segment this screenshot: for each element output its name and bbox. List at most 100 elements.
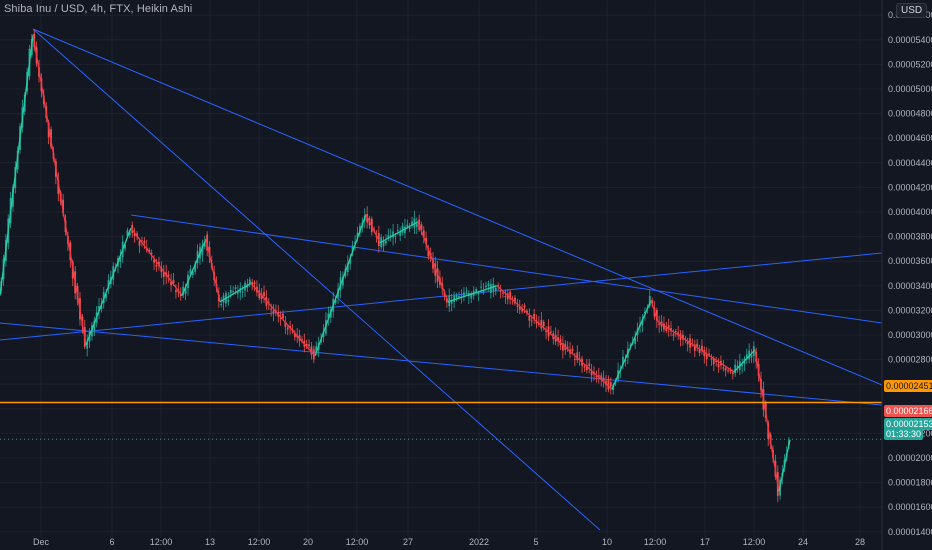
zigzag-down-leg[interactable] — [32, 34, 87, 345]
candle-body — [470, 294, 473, 299]
candle-body — [203, 241, 206, 247]
candle-body — [422, 230, 425, 238]
zigzag-down-leg[interactable] — [417, 221, 449, 303]
candle-body — [460, 296, 463, 298]
zigzag-lines[interactable] — [0, 34, 791, 492]
candle-body — [100, 305, 103, 310]
trendline[interactable] — [130, 214, 883, 324]
candle-body — [241, 291, 244, 293]
candle-body — [542, 321, 545, 327]
candle-body — [160, 267, 163, 273]
zigzag-down-leg[interactable] — [130, 227, 183, 297]
zigzag-down-leg[interactable] — [657, 320, 735, 373]
candle-body — [232, 291, 235, 293]
candle-body — [220, 304, 223, 306]
candle-body — [477, 292, 480, 294]
y-tick-label: 0.00005200 — [888, 59, 932, 69]
zigzag-up-leg[interactable] — [85, 227, 132, 346]
candle-body — [128, 232, 131, 236]
zigzag-down-leg[interactable] — [250, 282, 316, 357]
candle-body — [182, 286, 185, 295]
zigzag-up-leg[interactable] — [611, 300, 652, 390]
candle-body — [425, 237, 427, 244]
zigzag-down-leg[interactable] — [754, 349, 780, 492]
last-price-badge: 0.00002166 — [884, 405, 932, 417]
trendline[interactable] — [0, 252, 883, 341]
candle-body — [389, 235, 392, 237]
candle-body — [696, 343, 699, 347]
trendline[interactable] — [32, 28, 601, 531]
candle-body — [415, 223, 418, 228]
candle-body — [708, 353, 710, 355]
x-tick-label: 12:00 — [743, 537, 766, 547]
zigzag-up-leg[interactable] — [314, 214, 367, 357]
price-axis[interactable]: 0.000056000.000054000.000052000.00005000… — [881, 0, 932, 550]
zigzag-down-leg[interactable] — [205, 238, 221, 302]
candle-body — [583, 366, 586, 368]
candle-body — [126, 230, 129, 237]
trendline[interactable] — [0, 322, 883, 406]
candle-body — [293, 333, 296, 338]
currency-button[interactable]: USD — [896, 3, 928, 18]
chart-title: Shiba Inu / USD, 4h, FTX, Heikin Ashi — [4, 3, 193, 15]
candle-body — [701, 345, 703, 351]
zigzag-up-leg[interactable] — [379, 221, 419, 244]
zigzag-up-leg[interactable] — [181, 238, 207, 296]
candle-body — [658, 323, 661, 325]
time-axis[interactable]: Dec 6 12:00 13 12:00 20 12:00 27 2022 5 10 12:00 17 1… — [33, 537, 865, 547]
candle-body — [170, 281, 172, 286]
x-tick-label: 2022 — [469, 537, 489, 547]
y-tick-label: 0.00005400 — [888, 35, 932, 45]
trendline[interactable] — [32, 28, 883, 386]
zigzag-up-leg[interactable] — [0, 34, 34, 296]
zigzag-up-leg[interactable] — [447, 285, 498, 303]
y-tick-label: 0.00004600 — [888, 133, 932, 143]
candle-body — [487, 283, 490, 287]
candle-body — [597, 375, 600, 378]
candle-body — [455, 295, 458, 298]
candle-body — [453, 295, 456, 302]
candle-body — [138, 240, 141, 246]
candle-body — [148, 249, 151, 252]
candle-body — [155, 264, 158, 267]
candle-body — [712, 358, 715, 365]
candle-body — [272, 310, 275, 314]
candle-body — [710, 358, 713, 360]
x-tick-label: 10 — [602, 537, 612, 547]
candle-body — [62, 199, 65, 214]
candle-body — [150, 252, 153, 254]
candle-body — [736, 365, 739, 368]
y-tick-label: 0.00004800 — [888, 109, 932, 119]
zigzag-down-leg[interactable] — [650, 300, 659, 322]
candle-body — [175, 290, 177, 293]
current-price-badge: 0.00002153 — [884, 418, 932, 430]
y-tick-label: 0.00002000 — [888, 453, 932, 463]
heikin-ashi-candles — [0, 29, 790, 503]
y-tick-label: 0.00004200 — [888, 182, 932, 192]
candle-body — [475, 289, 478, 292]
candle-body — [153, 259, 155, 263]
candle-body — [133, 233, 136, 237]
trendlines[interactable] — [0, 28, 883, 531]
candle-body — [518, 306, 521, 310]
zigzag-up-leg[interactable] — [219, 282, 252, 303]
candle-body — [641, 320, 644, 326]
zigzag-up-leg[interactable] — [778, 439, 791, 492]
candle-body — [624, 359, 627, 361]
y-tick-label: 0.00004000 — [888, 207, 932, 217]
candle-body — [432, 259, 434, 269]
candle-body — [98, 306, 100, 312]
horizontal-level-line[interactable] — [0, 401, 882, 440]
candle-body — [105, 293, 108, 299]
zigzag-down-leg[interactable] — [496, 285, 613, 390]
x-tick-label: 27 — [403, 537, 413, 547]
candle-body — [342, 276, 344, 286]
zigzag-up-leg[interactable] — [733, 349, 756, 373]
zigzag-down-leg[interactable] — [365, 214, 381, 244]
candle-body — [408, 227, 411, 229]
candle-body — [282, 313, 284, 319]
y-tick-label: 0.00001600 — [888, 502, 932, 512]
x-tick-label: 17 — [700, 537, 710, 547]
candle-body — [588, 363, 591, 366]
